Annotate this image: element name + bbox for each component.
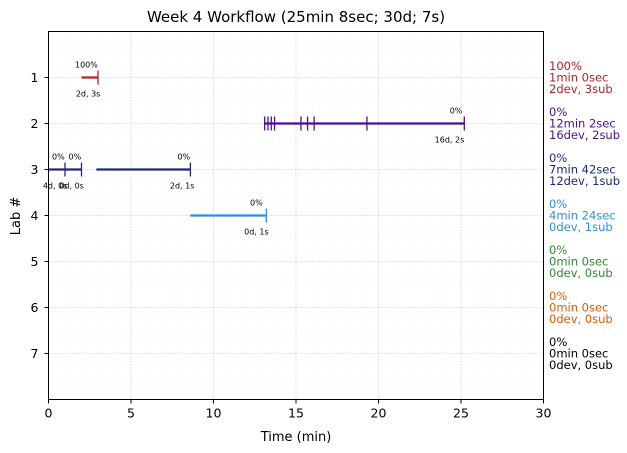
- lab-4-summary-line: 4min 24sec: [549, 209, 616, 223]
- lab-6-summary-line: 0%: [549, 289, 567, 303]
- lab-6-summary-line: 0dev, 0sub: [549, 312, 613, 326]
- lab-4-count-label: 0d, 1s: [244, 228, 269, 237]
- lab-2-percent-label: 0%: [450, 107, 463, 116]
- y-tick-label: 1: [31, 70, 39, 85]
- lab-7-summary-line: 0min 0sec: [549, 347, 608, 361]
- plot-frame: [48, 31, 544, 400]
- x-tick-label: 30: [536, 406, 552, 421]
- lab-2-summary-line: 0%: [549, 105, 567, 119]
- lab-4-summary-line: 0%: [549, 197, 567, 211]
- lab-1-count-label: 2d, 3s: [76, 90, 101, 99]
- x-tick-label: 5: [127, 406, 135, 421]
- y-tick-label: 6: [31, 300, 39, 315]
- lab-3-count-label: 4d, 0s: [43, 182, 68, 191]
- lab-7-summary-line: 0dev, 0sub: [549, 358, 613, 372]
- x-tick-label: 10: [206, 406, 222, 421]
- x-tick-label: 15: [288, 406, 304, 421]
- axis-ticks: 0 5 10 15 20 25 30 1 2 3 4 5 6 7: [31, 70, 552, 421]
- lab-3-count-label: 0d, 0s: [59, 182, 84, 191]
- chart-title: Week 4 Workflow (25min 8sec; 30d; 7s): [147, 8, 445, 26]
- lab-5-summary-line: 0dev, 0sub: [549, 266, 613, 280]
- lab-3-count-label: 2d, 1s: [170, 182, 195, 191]
- major-grid: [48, 31, 544, 400]
- lab-3-summary-line: 12dev, 1sub: [549, 174, 620, 188]
- x-tick-label: 20: [371, 406, 387, 421]
- lab-4-summary-line: 0dev, 1sub: [549, 220, 613, 234]
- lab-2-summary-line: 16dev, 2sub: [549, 128, 620, 142]
- y-tick-label: 3: [31, 162, 39, 177]
- lab-4-percent-label: 0%: [250, 199, 263, 208]
- lab-1-summary-line: 2dev, 3sub: [549, 82, 613, 96]
- lab-1-summary-line: 1min 0sec: [549, 71, 608, 85]
- y-tick-label: 2: [31, 116, 39, 131]
- y-tick-label: 4: [31, 208, 39, 223]
- lab-3-percent-label: 0%: [177, 153, 190, 162]
- x-axis-label: Time (min): [260, 430, 332, 445]
- lab-2-summary-line: 12min 2sec: [549, 117, 616, 131]
- lab-3-summary-line: 0%: [549, 151, 567, 165]
- y-axis-label: Lab #: [9, 197, 24, 236]
- lab-7-summary-line: 0%: [549, 335, 567, 349]
- y-tick-label: 7: [31, 346, 39, 361]
- lab-6-summary-line: 0min 0sec: [549, 301, 608, 315]
- lab-3-percent-label: 0%: [52, 153, 65, 162]
- lab-1-summary-line: 100%: [549, 59, 582, 73]
- lab-5-summary-line: 0min 0sec: [549, 255, 608, 269]
- x-tick-label: 0: [45, 406, 53, 421]
- x-tick-label: 25: [453, 406, 469, 421]
- lab-5-summary-line: 0%: [549, 243, 567, 257]
- lab-1-percent-label: 100%: [75, 61, 98, 70]
- lab-2-count-label: 16d, 2s: [435, 136, 465, 145]
- y-tick-label: 5: [31, 254, 39, 269]
- lab-3-summary-line: 7min 42sec: [549, 163, 616, 177]
- lab-3-percent-label: 0%: [69, 153, 82, 162]
